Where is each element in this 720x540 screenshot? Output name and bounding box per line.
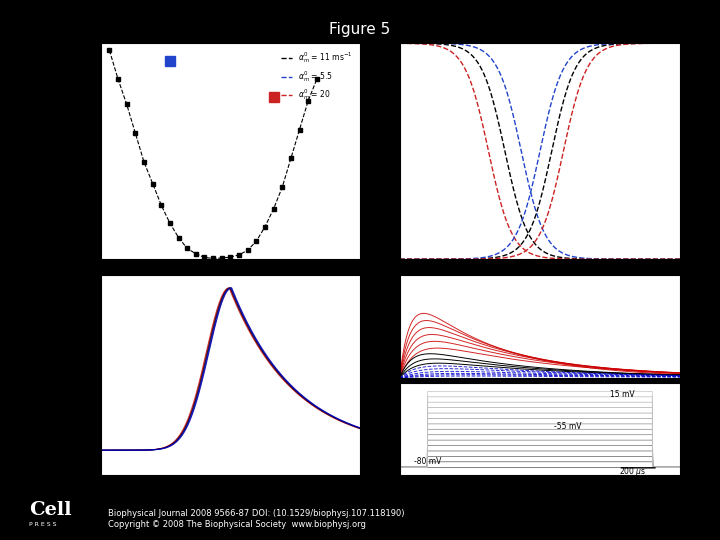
Text: Copyright © 2008 The Biophysical Society  www.biophysj.org: Copyright © 2008 The Biophysical Society… — [108, 521, 366, 529]
Text: 200 $\mu$s: 200 $\mu$s — [619, 465, 647, 478]
Y-axis label: P$_{o-en}$: P$_{o-en}$ — [380, 313, 394, 341]
Text: P R E S S: P R E S S — [29, 522, 56, 528]
Text: -80 mV: -80 mV — [414, 457, 441, 466]
Text: D 1: D 1 — [377, 273, 400, 286]
Text: 15 mV: 15 mV — [611, 390, 635, 399]
Text: D 2: D 2 — [377, 379, 400, 392]
Text: Biophysical Journal 2008 9566-87 DOI: (10.1529/biophysj.107.118190): Biophysical Journal 2008 9566-87 DOI: (1… — [108, 509, 405, 517]
X-axis label: $\alpha_m^0$ [s$^{-1}$]: $\alpha_m^0$ [s$^{-1}$] — [210, 283, 251, 300]
Y-axis label: MSE [mV$^2$]: MSE [mV$^2$] — [58, 124, 73, 178]
X-axis label: Voltage [mV]: Voltage [mV] — [508, 283, 572, 293]
Text: -55 mV: -55 mV — [554, 422, 582, 431]
Text: C: C — [377, 39, 387, 53]
Text: Non-inactivation: Non-inactivation — [424, 28, 499, 37]
X-axis label: Time [s]: Time [s] — [210, 499, 251, 509]
Text: Cell: Cell — [29, 501, 71, 519]
Text: Activation: Activation — [607, 28, 652, 37]
Text: Figure 5: Figure 5 — [329, 22, 391, 37]
Y-axis label: Voltage: Voltage — [385, 414, 394, 445]
Legend: $\alpha_m^0$ = 11 ms$^{-1}$, $\alpha_m^0$ = 5.5, $\alpha_m^0$ = 20: $\alpha_m^0$ = 11 ms$^{-1}$, $\alpha_m^0… — [278, 47, 356, 105]
Text: A: A — [54, 39, 65, 53]
Text: B: B — [54, 272, 65, 286]
Y-axis label: Voltage [mV]: Voltage [mV] — [58, 343, 68, 407]
